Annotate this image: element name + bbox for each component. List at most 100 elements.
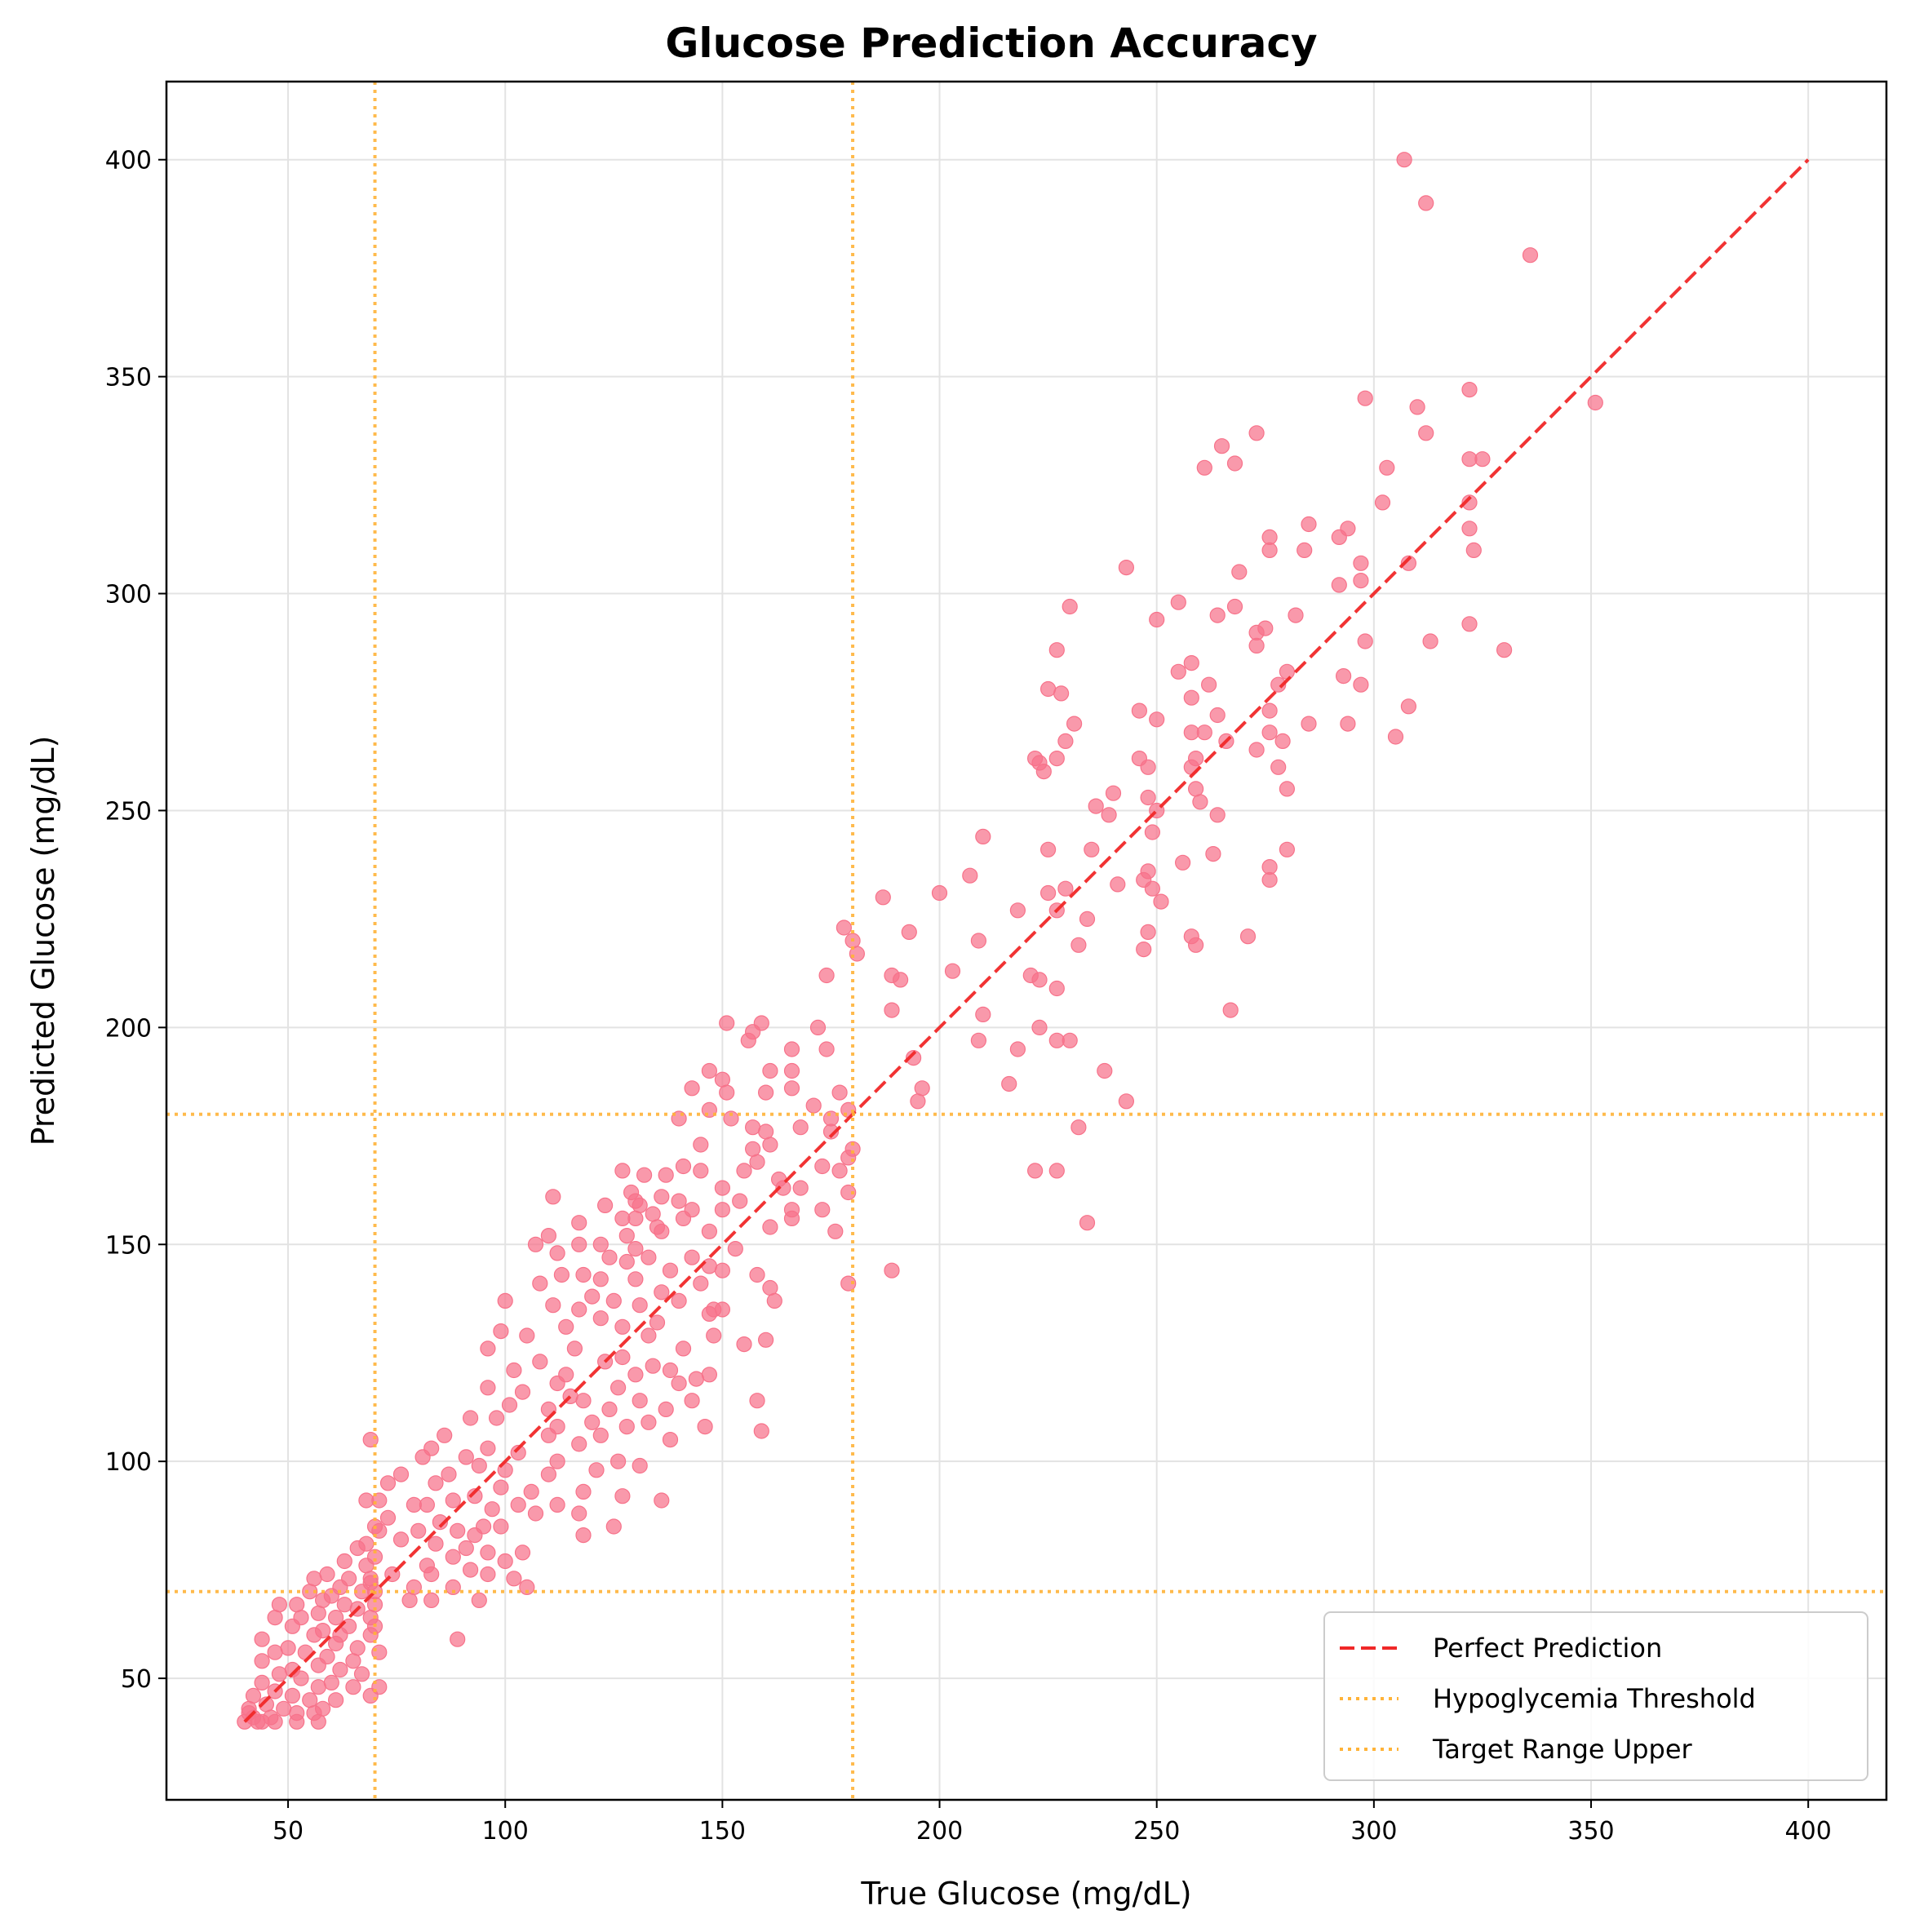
scatter-point (289, 1597, 305, 1613)
scatter-point (736, 1336, 752, 1353)
scatter-point (558, 1318, 574, 1335)
scatter-point (506, 1571, 522, 1587)
scatter-point (688, 1371, 705, 1387)
y-tick-label: 150 (105, 1231, 152, 1260)
scatter-point (1196, 724, 1212, 741)
scatter-point (601, 1401, 618, 1418)
scatter-point (693, 1275, 709, 1292)
scatter-point (818, 1041, 835, 1057)
plot-frame (165, 80, 1888, 1801)
scatter-point (345, 1653, 361, 1669)
scatter-point (1140, 789, 1156, 806)
scatter-point (549, 1496, 565, 1513)
x-tick-label: 150 (699, 1817, 746, 1846)
scatter-point (632, 1457, 648, 1474)
scatter-point (1209, 807, 1226, 823)
scatter-point (701, 1223, 718, 1239)
legend-label-target-range-upper: Target Range Upper (1432, 1734, 1693, 1765)
scatter-point (697, 1418, 713, 1435)
scatter-point (605, 1518, 622, 1535)
scatter-point (1340, 716, 1356, 732)
scatter-point (649, 1314, 666, 1331)
scatter-point (1039, 680, 1057, 698)
scatter-point (540, 1466, 557, 1482)
scatter-point (618, 1227, 635, 1244)
scatter-point (675, 1340, 692, 1357)
scatter-point (1279, 663, 1296, 680)
scatter-point (809, 1019, 827, 1036)
scatter-point (1461, 616, 1478, 632)
scatter-point (1461, 494, 1478, 511)
scatter-point (592, 1310, 609, 1327)
scatter-point (1374, 494, 1391, 511)
scatter-point (618, 1418, 635, 1435)
scatter-point (1048, 642, 1065, 658)
scatter-point (727, 1240, 743, 1257)
scatter-point (1213, 438, 1230, 454)
scatter-point (450, 1522, 466, 1539)
y-axis-label: Predicted Glucose (mg/dL) (25, 736, 61, 1146)
scatter-point (1248, 637, 1265, 654)
scatter-point (1261, 542, 1278, 559)
scatter-point (1144, 824, 1161, 840)
scatter-point (271, 1666, 287, 1682)
reference-lines (166, 82, 1886, 1800)
scatter-point (392, 1531, 410, 1548)
scatter-point (641, 1327, 657, 1344)
scatter-point (627, 1210, 644, 1227)
scatter-point (1001, 1075, 1017, 1092)
scatter-point (1248, 742, 1265, 758)
scatter-point (553, 1266, 570, 1283)
scatter-point (884, 1002, 900, 1018)
scatter-point (714, 1262, 731, 1278)
scatter-point (353, 1666, 370, 1682)
scatter-point (1140, 924, 1156, 941)
scatter-point (462, 1410, 479, 1426)
scatter-point (497, 1553, 513, 1570)
scatter-point (571, 1436, 587, 1452)
scatter-point (783, 1080, 800, 1097)
scatter-point (671, 1193, 687, 1209)
scatter-point (605, 1292, 622, 1309)
scatter-point (749, 1154, 765, 1170)
scatter-point (532, 1354, 548, 1370)
scatter-point (575, 1527, 592, 1544)
scatter-point (1039, 841, 1057, 857)
scatter-point (467, 1527, 483, 1544)
scatter-point (488, 1410, 505, 1426)
scatter-point (671, 1375, 687, 1392)
scatter-point (1422, 633, 1438, 649)
scatter-point (814, 1158, 831, 1175)
scatter-point (276, 1700, 292, 1717)
scatter-point (1183, 689, 1199, 706)
scatter-point (914, 1080, 930, 1097)
scatter-point (1248, 624, 1265, 641)
scatter-point (545, 1189, 561, 1205)
x-tick-label: 350 (1567, 1817, 1614, 1846)
scatter-point (250, 1713, 266, 1730)
scatter-point (540, 1427, 557, 1443)
scatter-point (714, 1301, 731, 1318)
scatter-point (414, 1449, 431, 1465)
scatter-point (1009, 1041, 1026, 1057)
scatter-point (684, 1249, 700, 1265)
scatter-point (783, 1062, 800, 1079)
scatter-point (609, 1380, 627, 1396)
scatter-point (636, 1167, 653, 1183)
scatter-point (1057, 880, 1074, 897)
scatter-point (1062, 598, 1078, 615)
scatter-point (662, 1362, 679, 1379)
scatter-point (575, 1393, 592, 1409)
y-tick-label: 250 (105, 797, 152, 826)
scatter-point (1301, 516, 1317, 533)
scatter-point (818, 967, 835, 984)
scatter-point (379, 1509, 397, 1526)
scatter-point (428, 1475, 444, 1491)
scatter-point (302, 1692, 318, 1708)
scatter-point (493, 1479, 509, 1496)
scatter-point (701, 1367, 718, 1383)
scatter-point (614, 1163, 631, 1179)
scatter-point (632, 1393, 648, 1409)
scatter-point (1261, 724, 1278, 741)
scatter-point (419, 1496, 436, 1513)
